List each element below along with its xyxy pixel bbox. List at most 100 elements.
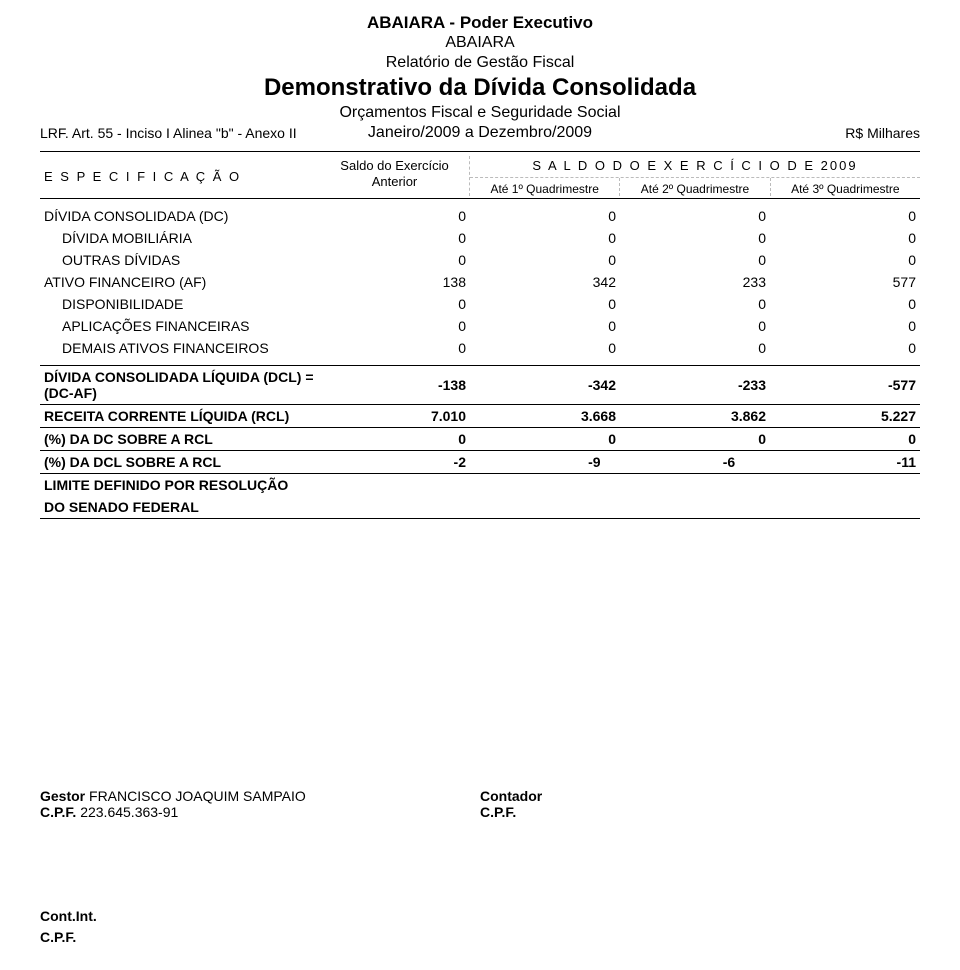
row-label: RECEITA CORRENTE LÍQUIDA (RCL) <box>40 405 320 427</box>
row-label: DÍVIDA CONSOLIDADA LÍQUIDA (DCL) = (DC-A… <box>40 366 320 404</box>
row-val-q3: 0 <box>770 205 920 227</box>
gestor-cpf-value: 223.645.363-91 <box>80 804 178 820</box>
table-row: ATIVO FINANCEIRO (AF)138342233577 <box>40 271 920 293</box>
header-municipality: ABAIARA <box>40 33 920 53</box>
divider <box>40 518 920 519</box>
row-val-q1: 0 <box>470 428 620 450</box>
row-label: OUTRAS DÍVIDAS <box>40 249 320 271</box>
row-val-q3: 0 <box>770 249 920 271</box>
table-row: DISPONIBILIDADE0000 <box>40 293 920 315</box>
row-val-q3: 5.227 <box>770 405 920 427</box>
contador-cpf-label: C.P.F. <box>480 804 516 820</box>
row-val-q3: 0 <box>770 315 920 337</box>
row-val-anterior: -138 <box>320 366 470 404</box>
row-val-anterior: 138 <box>320 271 470 293</box>
row-label: DÍVIDA CONSOLIDADA (DC) <box>40 205 320 227</box>
row-val-q1: 0 <box>470 293 620 315</box>
col-quad-headers: Até 1º Quadrimestre Até 2º Quadrimestre … <box>470 178 920 196</box>
row-val-q2: 233 <box>620 271 770 293</box>
row-val-q1: 0 <box>470 205 620 227</box>
row-val-q3: 0 <box>770 337 920 359</box>
row-val-q2: 0 <box>620 293 770 315</box>
row-val-q1: -9 <box>470 451 605 473</box>
table-row: DÍVIDA MOBILIÁRIA0000 <box>40 227 920 249</box>
table-row: APLICAÇÕES FINANCEIRAS0000 <box>40 315 920 337</box>
row-val-q1: 342 <box>470 271 620 293</box>
row-val-anterior: 0 <box>320 293 470 315</box>
col-spec-header: E S P E C I F I C A Ç Ã O <box>40 156 320 196</box>
row-label: (%) DA DCL SOBRE A RCL <box>40 451 320 473</box>
table-row: (%) DA DC SOBRE A RCL 0 0 0 0 <box>40 428 920 450</box>
report-page: ABAIARA - Poder Executivo ABAIARA Relató… <box>0 0 960 970</box>
row-val-q2: 0 <box>620 428 770 450</box>
signature-contador: Contador C.P.F. <box>480 788 920 820</box>
table-row: DEMAIS ATIVOS FINANCEIROS0000 <box>40 337 920 359</box>
row-label: DEMAIS ATIVOS FINANCEIROS <box>40 337 320 359</box>
report-header: ABAIARA - Poder Executivo ABAIARA Relató… <box>40 12 920 143</box>
row-val-q2: 0 <box>620 337 770 359</box>
header-budget-scope: Orçamentos Fiscal e Seguridade Social <box>40 103 920 123</box>
col-q2-header: Até 2º Quadrimestre <box>619 178 769 196</box>
data-row-limite: LIMITE DEFINIDO POR RESOLUÇÃO DO SENADO … <box>40 474 920 518</box>
table-row: DÍVIDA CONSOLIDADA LÍQUIDA (DCL) = (DC-A… <box>40 366 920 404</box>
row-val-q3: 0 <box>770 428 920 450</box>
row-label: DÍVIDA MOBILIÁRIA <box>40 227 320 249</box>
row-val-q1: 0 <box>470 315 620 337</box>
row-val-q3: 0 <box>770 227 920 249</box>
row-val-anterior: 0 <box>320 249 470 271</box>
limite-l2: DO SENADO FEDERAL <box>40 496 320 518</box>
row-val-q2: 0 <box>620 249 770 271</box>
row-val-anterior: 0 <box>320 315 470 337</box>
row-label: DISPONIBILIDADE <box>40 293 320 315</box>
row-label: (%) DA DC SOBRE A RCL <box>40 428 320 450</box>
row-val-q1: 0 <box>470 337 620 359</box>
data-table-main: DÍVIDA CONSOLIDADA (DC)0000DÍVIDA MOBILI… <box>40 205 920 359</box>
col-q1-header: Até 1º Quadrimestre <box>470 178 619 196</box>
row-val-anterior: 0 <box>320 428 470 450</box>
row-val-anterior: 7.010 <box>320 405 470 427</box>
cont-int-block: Cont.Int. C.P.F. <box>40 906 97 948</box>
limite-l1: LIMITE DEFINIDO POR RESOLUÇÃO <box>40 474 320 496</box>
row-val-q2: 0 <box>620 315 770 337</box>
gestor-label: Gestor <box>40 788 85 804</box>
row-val-q3: -577 <box>770 366 920 404</box>
col-saldo-header: Saldo do Exercício Anterior <box>320 156 470 196</box>
data-row-pdcl: (%) DA DCL SOBRE A RCL -2 -9 -6 -11 <box>40 451 920 473</box>
header-report-type: Relatório de Gestão Fiscal <box>40 53 920 73</box>
table-row: DO SENADO FEDERAL <box>40 496 920 518</box>
row-val-anterior: -2 <box>320 451 470 473</box>
row-val-q2: 0 <box>620 205 770 227</box>
signature-block: Gestor FRANCISCO JOAQUIM SAMPAIO C.P.F. … <box>40 788 920 820</box>
gestor-cpf-label: C.P.F. <box>40 804 76 820</box>
table-row: LIMITE DEFINIDO POR RESOLUÇÃO <box>40 474 920 496</box>
row-label: APLICAÇÕES FINANCEIRAS <box>40 315 320 337</box>
data-row-pdc: (%) DA DC SOBRE A RCL 0 0 0 0 <box>40 428 920 450</box>
row-val-q1: 0 <box>470 227 620 249</box>
header-entity: ABAIARA - Poder Executivo <box>40 12 920 33</box>
col-saldo-exercicio-group: S A L D O D O E X E R C Í C I O D E 2009… <box>470 156 920 196</box>
signature-gestor: Gestor FRANCISCO JOAQUIM SAMPAIO C.P.F. … <box>40 788 480 820</box>
row-val-q1: -342 <box>470 366 620 404</box>
col-saldo-l1: Saldo do Exercício <box>320 158 469 174</box>
row-val-q2: -6 <box>605 451 740 473</box>
row-val-q3: 0 <box>770 293 920 315</box>
row-label: ATIVO FINANCEIRO (AF) <box>40 271 320 293</box>
col-saldo-exercicio-header: S A L D O D O E X E R C Í C I O D E 2009 <box>470 156 920 178</box>
row-val-anterior: 0 <box>320 205 470 227</box>
table-row: OUTRAS DÍVIDAS0000 <box>40 249 920 271</box>
contador-label: Contador <box>480 788 542 804</box>
row-val-q2: -233 <box>620 366 770 404</box>
data-row-rcl: RECEITA CORRENTE LÍQUIDA (RCL) 7.010 3.6… <box>40 405 920 427</box>
row-val-q1: 3.668 <box>470 405 620 427</box>
col-saldo-l2: Anterior <box>320 174 469 190</box>
lrf-reference: LRF. Art. 55 - Inciso I Alinea "b" - Ane… <box>40 125 297 141</box>
table-row: (%) DA DCL SOBRE A RCL -2 -9 -6 -11 <box>40 451 920 473</box>
row-val-q3: -11 <box>739 451 920 473</box>
cont-int-label: Cont.Int. <box>40 906 97 927</box>
table-row: RECEITA CORRENTE LÍQUIDA (RCL) 7.010 3.6… <box>40 405 920 427</box>
row-val-q1: 0 <box>470 249 620 271</box>
col-q3-header: Até 3º Quadrimestre <box>770 178 920 196</box>
row-val-q2: 3.862 <box>620 405 770 427</box>
row-val-anterior: 0 <box>320 337 470 359</box>
row-val-q2: 0 <box>620 227 770 249</box>
